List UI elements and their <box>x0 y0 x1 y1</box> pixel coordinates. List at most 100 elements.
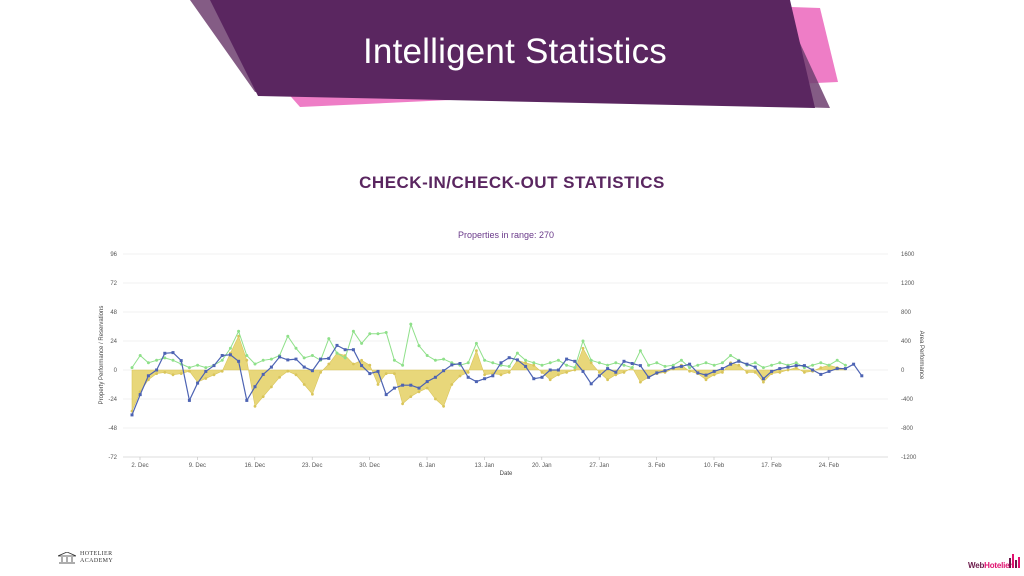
area-series-point <box>753 371 757 374</box>
right-tick-label: 1600 <box>901 252 915 258</box>
blue-series-point <box>228 353 232 357</box>
blue-series-point <box>417 386 421 390</box>
green-series-point <box>401 363 405 367</box>
right-tick-label: 800 <box>901 310 912 316</box>
x-tick-label: 9. Dec <box>189 463 206 469</box>
x-tick-label: 6. Jan <box>419 463 435 469</box>
blue-series-point <box>474 380 478 384</box>
blue-series-point <box>770 369 774 373</box>
x-tick-label: 23. Dec <box>302 463 323 469</box>
green-series-point <box>532 361 536 365</box>
green-series-point <box>597 361 601 365</box>
green-series-point <box>630 366 634 370</box>
green-series-point <box>237 329 241 333</box>
blue-series-point <box>187 398 191 402</box>
blue-series-point <box>278 355 282 359</box>
green-series-point <box>556 358 560 362</box>
x-tick-label: 2. Dec <box>131 463 148 469</box>
blue-series-point <box>843 367 847 371</box>
green-series-point <box>335 351 339 355</box>
blue-series-point <box>515 358 519 362</box>
area-series-point <box>270 385 273 389</box>
area-series-point <box>376 383 380 386</box>
blue-series-point <box>581 369 585 373</box>
green-series-point <box>778 361 782 365</box>
right-tick-label: 0 <box>901 368 905 374</box>
blue-series-point <box>655 371 659 375</box>
green-series-point <box>376 332 380 336</box>
green-series-point <box>417 344 421 348</box>
green-series-point <box>138 354 142 357</box>
green-series-point <box>548 361 552 365</box>
green-series-point <box>704 361 708 365</box>
area-series-point <box>466 371 470 374</box>
green-series-point <box>761 366 765 370</box>
green-series-point <box>130 366 134 370</box>
blue-series-point <box>753 365 757 369</box>
area-series-point <box>737 363 741 367</box>
area-series-fill <box>131 335 846 412</box>
blue-series-point <box>835 367 839 371</box>
green-series-point <box>679 358 683 362</box>
area-series-point <box>302 383 306 386</box>
right-tick-label: -1200 <box>901 455 917 461</box>
blue-series-point <box>351 348 355 352</box>
blue-series-point <box>630 362 634 365</box>
area-series-point <box>368 363 372 367</box>
blue-series-point <box>302 365 306 369</box>
blue-series-point <box>688 362 692 366</box>
blue-series-point <box>761 377 765 381</box>
green-series-point <box>843 363 847 367</box>
blue-series-point <box>548 368 552 372</box>
x-tick-label: 20. Jan <box>532 463 552 469</box>
area-series-point <box>442 404 445 408</box>
area-series-point <box>434 397 437 401</box>
green-series-point <box>811 363 815 367</box>
area-series-point <box>475 349 478 353</box>
x-tick-label: 24. Feb <box>819 463 840 469</box>
blue-series-point <box>196 381 200 385</box>
area-series-layer <box>130 334 847 413</box>
blue-series-point <box>261 372 265 376</box>
x-tick-label: 27. Jan <box>589 463 609 469</box>
green-series-point <box>146 361 150 365</box>
blue-series-point <box>679 364 683 368</box>
area-series-point <box>557 373 560 377</box>
area-series-point <box>253 404 257 408</box>
webhotelier-logo: WebHotelier <box>958 552 1020 572</box>
area-series-point <box>425 386 429 390</box>
green-series-point <box>753 361 757 365</box>
green-series-point <box>294 346 298 350</box>
green-series-point <box>286 334 290 338</box>
blue-series-point <box>614 370 618 374</box>
green-series-point <box>253 362 257 366</box>
area-series-point <box>261 395 265 398</box>
hotelier-academy-logo: HOTELIER ACADEMY <box>58 550 138 568</box>
green-series-point <box>688 366 692 370</box>
area-series-point <box>237 334 241 338</box>
blue-series-point <box>647 375 651 379</box>
blue-series-point <box>712 369 716 373</box>
right-axis-ticks: 1600 1200 800 400 0 -400 -800 -1200 <box>901 252 917 461</box>
blue-series-point <box>491 374 495 378</box>
area-series-point <box>762 380 765 384</box>
area-series-point <box>721 371 724 374</box>
green-series-point <box>696 363 700 367</box>
blue-series-point <box>778 367 782 371</box>
area-series-point <box>188 369 191 373</box>
x-tick-label: 30. Dec <box>359 463 380 469</box>
green-series-point <box>827 363 831 367</box>
area-series-point <box>532 363 536 367</box>
area-series-point <box>540 371 544 374</box>
green-series-point <box>425 354 429 357</box>
area-series-point <box>171 373 175 377</box>
green-series-point <box>228 346 232 350</box>
area-series-point <box>458 374 462 378</box>
blue-series-point <box>146 374 150 378</box>
left-tick-label: 24 <box>110 339 117 345</box>
green-series-point <box>614 361 618 365</box>
area-series-point <box>704 378 708 382</box>
x-tick-label: 16. Dec <box>244 463 265 469</box>
area-series-point <box>163 371 167 374</box>
